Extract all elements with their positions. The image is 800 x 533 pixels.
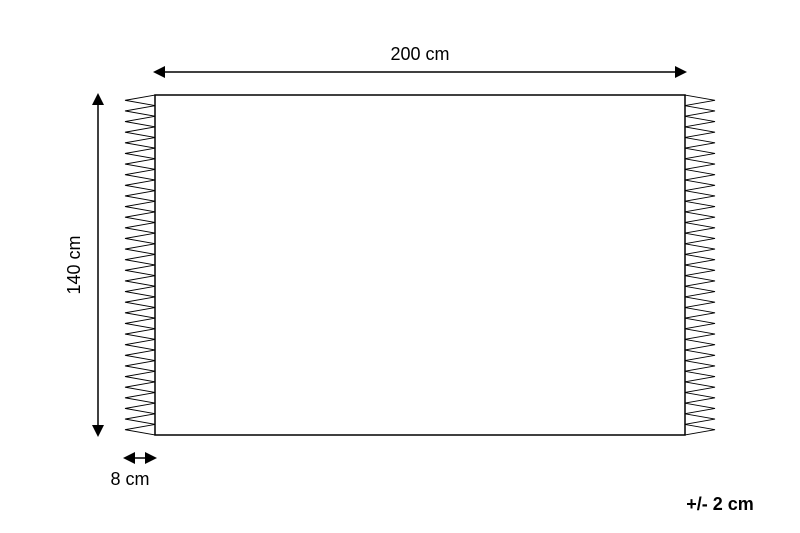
fringe-right <box>685 95 715 435</box>
width-label: 200 cm <box>390 44 449 64</box>
height-label: 140 cm <box>64 235 84 294</box>
fringe-label: 8 cm <box>110 469 149 489</box>
fringe-left <box>125 95 155 435</box>
rug-dimension-diagram: 200 cm 140 cm 8 cm +/- 2 cm <box>0 0 800 533</box>
tolerance-label: +/- 2 cm <box>686 494 754 514</box>
rug-outline <box>155 95 685 435</box>
